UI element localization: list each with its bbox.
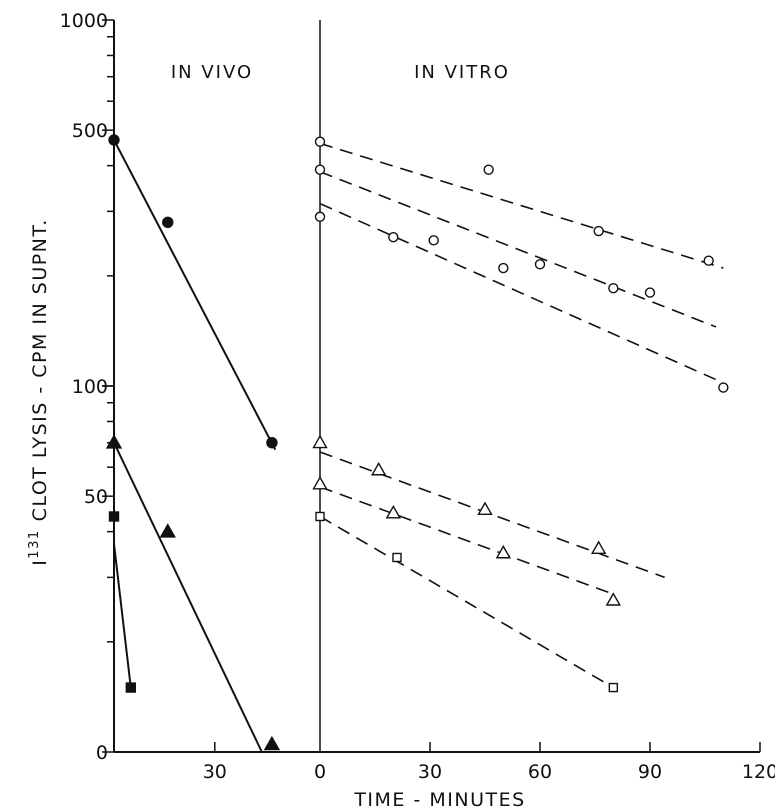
x-tick-label: 60 [528,761,552,783]
y-axis-title-text: CLOT LYSIS - CPM IN SUPNT. [29,218,51,521]
y-tick-label: 100 [72,376,108,398]
in_vitro-point-series-3 [388,232,399,243]
fit-lines [113,139,724,753]
in_vitro-point-series-4 [312,434,328,449]
y-tick-label: 500 [72,120,108,142]
panel-label-in-vitro: IN VITRO [414,62,510,83]
in_vitro-point-series-1 [314,136,326,147]
in_vitro-point-series-5 [312,476,328,490]
in_vivo-point-series-1 [162,216,174,229]
in_vivo-fit-line-1 [113,139,277,451]
in_vitro-point-series-1 [593,225,604,237]
x-axis-ticks: 30 0 30 60 90 120 [203,742,775,783]
x-tick-label: 30 [203,761,227,783]
in_vivo-point-series-3 [108,511,120,522]
in_vivo-point-series-1 [108,134,120,146]
in_vitro-point-series-4 [590,540,607,554]
in_vitro-point-series-4 [370,461,387,476]
in_vitro-point-series-2 [644,287,656,298]
in_vitro-point-series-2 [534,259,546,270]
in_vitro-point-series-1 [483,164,494,175]
in_vitro-point-series-3 [498,262,509,274]
in_vitro-point-series-2 [428,235,439,246]
in_vivo-fit-line-2 [113,442,263,753]
in_vitro-fit-line-4 [319,451,665,579]
in_vitro-fit-line-2 [319,170,717,328]
in_vitro-fit-line-5 [319,486,614,595]
data-points [105,134,729,751]
x-tick-label: 0 [314,761,326,783]
in_vitro-point-series-3 [314,211,326,222]
in_vitro-point-series-5 [385,505,402,519]
in_vitro-point-series-6 [392,552,402,563]
in_vivo-point-series-2 [105,434,123,449]
y-tick-label: 50 [84,486,108,508]
in_vitro-point-series-6 [608,682,619,693]
y-axis-title-superscript: 131 [27,529,42,558]
in_vivo-point-series-2 [263,735,281,751]
plot-frame [113,20,760,753]
y-axis-title: I131 CLOT LYSIS - CPM IN SUPNT. [27,218,51,566]
in_vivo-point-series-3 [125,682,137,693]
in_vitro-point-series-4 [477,501,493,516]
in_vitro-fit-line-1 [319,142,724,269]
in_vitro-point-series-5 [495,544,512,559]
in_vivo-fit-line-3 [113,543,132,688]
x-tick-label: 30 [418,761,442,783]
y-axis-title-group: I131 CLOT LYSIS - CPM IN SUPNT. [27,218,51,566]
in_vitro-fit-line-6 [319,515,614,689]
in_vivo-point-series-2 [159,523,176,538]
in_vitro-point-series-2 [314,164,326,175]
x-axis-title: TIME - MINUTES [353,789,525,811]
in_vitro-point-series-5 [605,592,622,606]
y-tick-label: 0 [96,742,108,764]
in_vitro-point-series-1 [703,255,714,266]
in_vitro-point-series-3 [718,382,729,393]
y-tick-label: 1000 [60,10,108,32]
in_vivo-point-series-1 [266,436,278,449]
in_vitro-fit-line-3 [319,202,724,384]
x-tick-label: 90 [638,761,662,783]
panel-label-in-vivo: IN VIVO [171,62,253,83]
y-axis-title-prefix: I [29,559,51,566]
in_vitro-point-series-6 [315,511,325,522]
in_vitro-point-series-2 [608,283,619,294]
x-tick-label: 120 [742,761,775,783]
